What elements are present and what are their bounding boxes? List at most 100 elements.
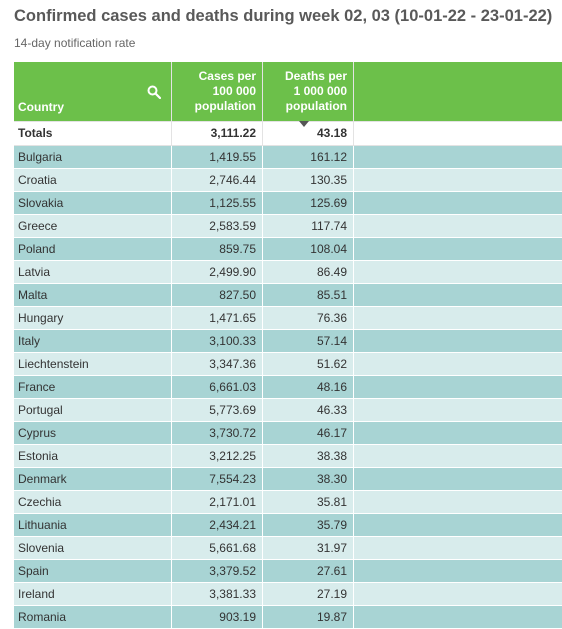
table-row: Slovakia 1,125.55 125.69 (14, 192, 562, 215)
table-row: Hungary 1,471.65 76.36 (14, 307, 562, 330)
row-filler (354, 514, 562, 536)
page-title: Confirmed cases and deaths during week 0… (14, 7, 553, 25)
country-cell: Bulgaria (14, 146, 172, 168)
country-cell: Lithuania (14, 514, 172, 536)
cases-cell: 7,554.23 (172, 468, 263, 490)
deaths-cell: 35.79 (263, 514, 354, 536)
country-cell: Croatia (14, 169, 172, 191)
country-cell: Slovakia (14, 192, 172, 214)
country-cell: Hungary (14, 307, 172, 329)
table-row: Bulgaria 1,419.55 161.12 (14, 146, 562, 169)
row-filler (354, 261, 562, 283)
cases-cell: 6,661.03 (172, 376, 263, 398)
column-header-cases-label: Cases per 100 000 population (195, 69, 256, 114)
row-filler (354, 215, 562, 237)
table-header: Country Cases per 100 000 population Dea… (14, 62, 562, 127)
cases-header-line: Cases per (198, 69, 256, 83)
table-row: Cyprus 3,730.72 46.17 (14, 422, 562, 445)
country-cell: Latvia (14, 261, 172, 283)
table-body: Bulgaria 1,419.55 161.12 Croatia 2,746.44 130… (14, 146, 562, 629)
deaths-cell: 161.12 (263, 146, 354, 168)
cases-cell: 5,661.68 (172, 537, 263, 559)
row-filler (354, 468, 562, 490)
cases-cell: 2,171.01 (172, 491, 263, 513)
row-filler (354, 238, 562, 260)
deaths-header-line: population (285, 99, 347, 113)
cases-cell: 859.75 (172, 238, 263, 260)
deaths-cell: 27.61 (263, 560, 354, 582)
deaths-cell: 130.35 (263, 169, 354, 191)
column-header-cases[interactable]: Cases per 100 000 population (172, 62, 263, 121)
table-row: France 6,661.03 48.16 (14, 376, 562, 399)
cases-cell: 3,212.25 (172, 445, 263, 467)
table-row: Italy 3,100.33 57.14 (14, 330, 562, 353)
cases-cell: 3,100.33 (172, 330, 263, 352)
row-filler (354, 122, 562, 145)
row-filler (354, 284, 562, 306)
country-cell: Malta (14, 284, 172, 306)
column-header-country-label: Country (18, 100, 64, 114)
country-cell: France (14, 376, 172, 398)
table-row: Portugal 5,773.69 46.33 (14, 399, 562, 422)
cases-cell: 5,773.69 (172, 399, 263, 421)
cases-header-line: 100 000 (212, 84, 256, 98)
cases-cell: 1,419.55 (172, 146, 263, 168)
row-filler (354, 353, 562, 375)
cases-cell: 3,381.33 (172, 583, 263, 605)
cases-cell: 3,379.52 (172, 560, 263, 582)
country-cell: Slovenia (14, 537, 172, 559)
search-icon[interactable] (147, 85, 161, 99)
sort-desc-icon[interactable] (299, 121, 309, 127)
table-row: Ireland 3,381.33 27.19 (14, 583, 562, 606)
deaths-cell: 86.49 (263, 261, 354, 283)
column-header-deaths[interactable]: Deaths per 1 000 000 population (263, 62, 354, 127)
cases-cell: 2,499.90 (172, 261, 263, 283)
deaths-cell: 46.33 (263, 399, 354, 421)
deaths-cell: 57.14 (263, 330, 354, 352)
row-filler (354, 169, 562, 191)
totals-label: Totals (14, 122, 172, 145)
country-cell: Poland (14, 238, 172, 260)
country-cell: Liechtenstein (14, 353, 172, 375)
country-cell: Romania (14, 606, 172, 628)
header-filler (354, 62, 562, 121)
table-row: Slovenia 5,661.68 31.97 (14, 537, 562, 560)
row-filler (354, 330, 562, 352)
country-cell: Spain (14, 560, 172, 582)
row-filler (354, 307, 562, 329)
cases-cell: 1,125.55 (172, 192, 263, 214)
table-row: Romania 903.19 19.87 (14, 606, 562, 629)
country-cell: Italy (14, 330, 172, 352)
table-row: Estonia 3,212.25 38.38 (14, 445, 562, 468)
country-cell: Portugal (14, 399, 172, 421)
table-row: Denmark 7,554.23 38.30 (14, 468, 562, 491)
totals-deaths: 43.18 (263, 122, 354, 145)
table-row: Malta 827.50 85.51 (14, 284, 562, 307)
table-row: Greece 2,583.59 117.74 (14, 215, 562, 238)
deaths-cell: 38.38 (263, 445, 354, 467)
deaths-cell: 46.17 (263, 422, 354, 444)
deaths-cell: 35.81 (263, 491, 354, 513)
deaths-header-line: Deaths per (284, 69, 347, 83)
table-row: Spain 3,379.52 27.61 (14, 560, 562, 583)
deaths-cell: 27.19 (263, 583, 354, 605)
column-header-deaths-label: Deaths per 1 000 000 population (285, 69, 347, 114)
totals-cases: 3,111.22 (172, 122, 263, 145)
cases-header-line: population (194, 99, 256, 113)
deaths-cell: 76.36 (263, 307, 354, 329)
country-cell: Estonia (14, 445, 172, 467)
deaths-cell: 31.97 (263, 537, 354, 559)
deaths-cell: 38.30 (263, 468, 354, 490)
country-cell: Ireland (14, 583, 172, 605)
country-cell: Denmark (14, 468, 172, 490)
deaths-cell: 48.16 (263, 376, 354, 398)
column-header-country[interactable]: Country (14, 62, 172, 121)
table-row: Latvia 2,499.90 86.49 (14, 261, 562, 284)
table-row: Poland 859.75 108.04 (14, 238, 562, 261)
deaths-cell: 108.04 (263, 238, 354, 260)
row-filler (354, 491, 562, 513)
cases-cell: 1,471.65 (172, 307, 263, 329)
cases-cell: 2,746.44 (172, 169, 263, 191)
row-filler (354, 146, 562, 168)
row-filler (354, 537, 562, 559)
